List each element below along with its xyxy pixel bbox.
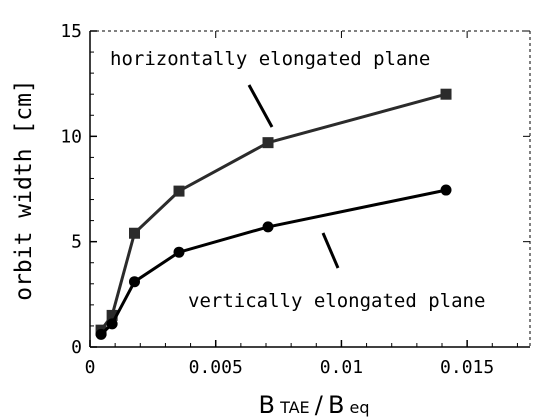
x-tick-label: 0 (85, 357, 96, 378)
annotation-pointer-vertical (321, 232, 340, 269)
series-group (95, 88, 452, 340)
labels-group: horizontally elongated plane vertically … (11, 48, 485, 419)
x-tick-label: 0.01 (320, 357, 363, 378)
x-label-b2: B (328, 391, 344, 419)
annotation-horizontal: horizontally elongated plane (110, 48, 430, 70)
data-point-circle (440, 184, 452, 196)
y-axis-label: orbit width [cm] (11, 79, 37, 301)
x-label-sub1: TAE (279, 398, 310, 417)
axes: 0 5 10 15 0 0.005 0.01 0.015 (60, 21, 531, 378)
data-point-square (440, 88, 452, 100)
data-point-square (173, 185, 185, 197)
annotation-vertical: vertically elongated plane (188, 290, 485, 312)
y-tick-label: 0 (71, 337, 82, 358)
y-tick-label: 5 (71, 232, 82, 253)
y-tick-label: 15 (60, 21, 82, 42)
data-point-square (106, 309, 118, 321)
data-point-circle (129, 276, 141, 288)
data-point-circle (106, 318, 118, 330)
data-point-circle (262, 221, 274, 233)
data-point-circle (95, 328, 107, 340)
x-tick-label: 0.005 (189, 357, 243, 378)
series-line-1 (100, 188, 447, 336)
data-point-square (262, 137, 274, 149)
x-label-sub2: eq (350, 398, 370, 417)
x-axis-label: B TAE / B eq (259, 391, 370, 419)
data-point-square (129, 227, 141, 239)
annotation-pointer-horizontal (247, 84, 274, 128)
x-tick-label: 0.015 (440, 357, 494, 378)
x-label-slash: / (315, 391, 324, 419)
y-tick-label: 10 (60, 126, 82, 147)
data-point-circle (173, 246, 185, 258)
x-label-b1: B (259, 391, 275, 419)
